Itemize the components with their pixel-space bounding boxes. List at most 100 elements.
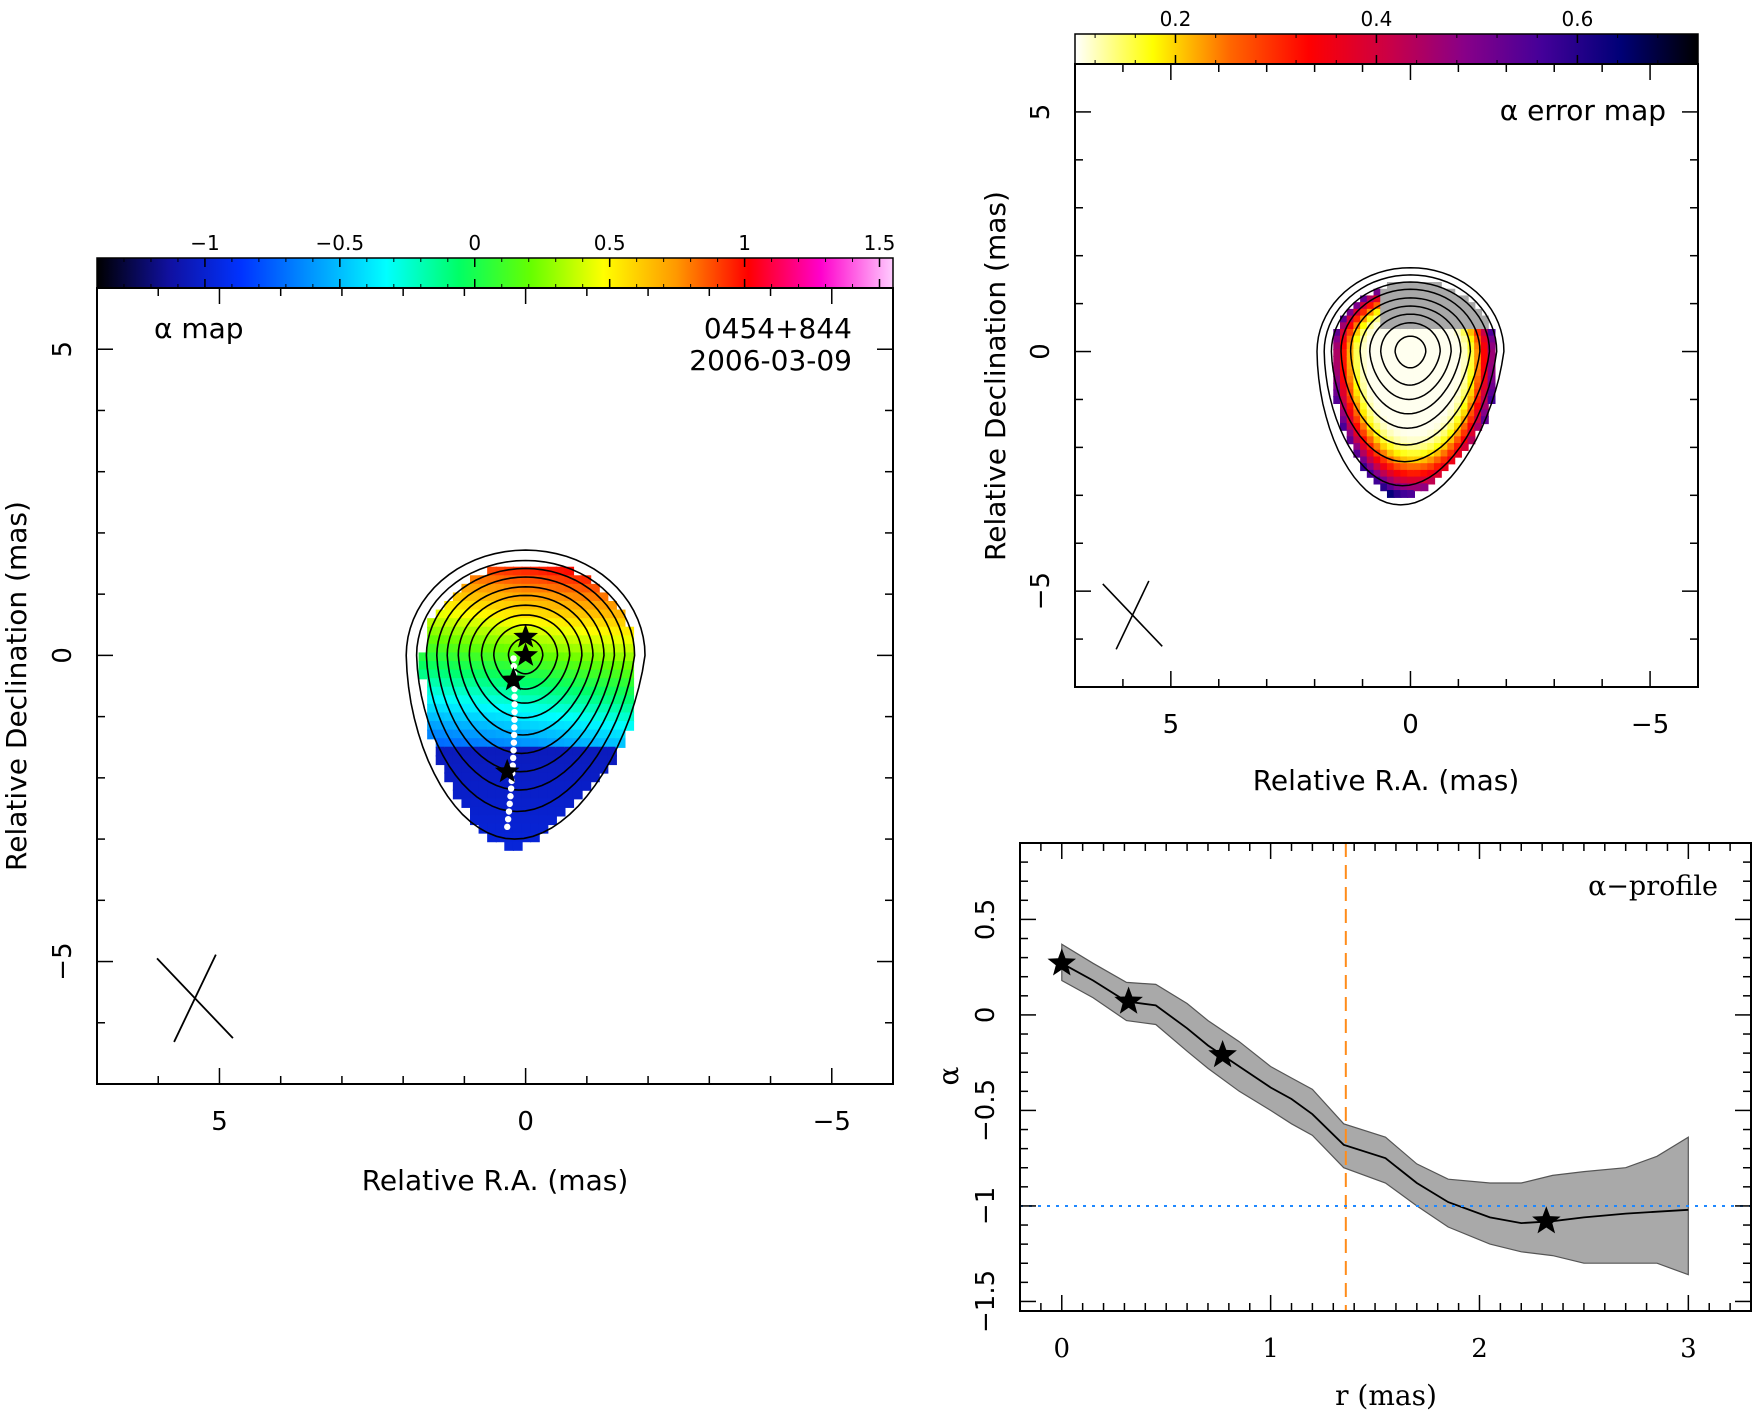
- heatmap-cell: [581, 661, 592, 671]
- heatmap-cell: [1333, 355, 1342, 364]
- heatmap-cell: [1373, 402, 1382, 411]
- heatmap-cell: [1400, 315, 1409, 324]
- heatmap-cell: [590, 635, 600, 646]
- heatmap-cell: [555, 566, 566, 577]
- ridge-point: [507, 785, 515, 792]
- heatmap-cell: [1454, 382, 1462, 391]
- contour-line: [435, 576, 616, 773]
- heatmap-cell: [1487, 396, 1496, 404]
- heatmap-cell: [1433, 463, 1442, 472]
- ridge-point: [509, 762, 516, 769]
- heatmap-cell: [1373, 355, 1382, 364]
- heatmap-cell: [581, 695, 592, 706]
- heatmap-cell: [1427, 429, 1436, 438]
- heatmap-cell: [1427, 375, 1436, 384]
- heatmap-cell: [521, 815, 532, 826]
- heatmap-cell: [624, 721, 635, 731]
- heatmap-cell: [1353, 436, 1362, 445]
- heatmap-cell: [1386, 295, 1395, 304]
- heatmap-cell: [444, 626, 455, 637]
- heatmap-cell: [504, 703, 515, 714]
- heatmap-cell: [1433, 288, 1442, 297]
- heatmap-cell: [427, 678, 437, 688]
- heatmap-cell: [1366, 436, 1375, 445]
- heatmap-cell: [1407, 422, 1415, 431]
- heatmap-cell: [1433, 375, 1442, 384]
- heatmap-cell: [1373, 382, 1382, 391]
- heatmap-cell: [564, 789, 575, 800]
- heatmap-cell: [590, 763, 600, 774]
- heatmap-cell: [487, 763, 497, 774]
- heatmap-cell: [1373, 322, 1382, 331]
- heatmap-cell: [478, 798, 489, 808]
- heatmap-cell: [512, 643, 523, 654]
- heatmap-cell: [1433, 436, 1442, 445]
- heatmap-cell: [1440, 362, 1449, 371]
- heatmap-cell: [1386, 302, 1395, 311]
- heatmap-cell: [1373, 335, 1382, 344]
- heatmap-cell: [470, 806, 480, 817]
- heatmap-cell: [615, 678, 626, 688]
- heatmap-cell: [572, 763, 583, 774]
- heatmap-cell: [572, 781, 583, 791]
- heatmap-cell: [547, 635, 557, 646]
- heatmap-cell: [470, 686, 480, 697]
- heatmap-cell: [435, 712, 446, 723]
- heatmap-cell: [1447, 436, 1456, 445]
- heatmap-cell: [555, 763, 566, 774]
- heatmap-cell: [1393, 335, 1402, 344]
- heatmap-cell: [1460, 335, 1469, 344]
- heatmap-cell: [1360, 362, 1369, 371]
- heatmap-cell: [581, 738, 592, 748]
- heatmap-cell: [1360, 449, 1369, 458]
- heatmap-cell: [444, 712, 455, 723]
- heatmap-cell: [1407, 476, 1415, 485]
- heatmap-cell: [547, 729, 557, 740]
- contour-line: [1359, 305, 1462, 415]
- heatmap-cell: [1373, 449, 1382, 458]
- heatmap-cell: [461, 755, 472, 766]
- heatmap-cell: [1407, 443, 1415, 451]
- heatmap-cell: [487, 806, 497, 817]
- heatmap-cell: [538, 755, 549, 766]
- heatmap-cell: [1386, 409, 1395, 418]
- heatmap-cell: [1386, 355, 1395, 364]
- heatmap-cell: [615, 661, 626, 671]
- heatmap-cell: [1373, 476, 1382, 485]
- heatmap-cell: [1339, 409, 1348, 418]
- heatmap-cell: [590, 729, 600, 740]
- heatmap-cell: [572, 583, 583, 594]
- heatmap-cell: [1333, 362, 1342, 371]
- heatmap-cell: [1413, 429, 1422, 438]
- heatmap-cell: [564, 661, 575, 671]
- heatmap-cell: [444, 738, 455, 748]
- heatmap-cell: [495, 746, 506, 757]
- heatmap-cell: [530, 643, 540, 654]
- heatmap-cell: [444, 721, 455, 731]
- ridge-point: [510, 739, 518, 746]
- heatmap-cell: [1420, 463, 1429, 472]
- heatmap-cell: [427, 661, 437, 671]
- heatmap-cell: [470, 729, 480, 740]
- heatmap-cell: [487, 721, 497, 731]
- alpha-error-axis-ticks: 5 0 −5 5 0 −5: [1026, 63, 1699, 740]
- heatmap-cell: [1373, 396, 1382, 404]
- heatmap-cell: [1393, 463, 1402, 472]
- heatmap-cell: [1393, 436, 1402, 445]
- heatmap-cell: [572, 626, 583, 637]
- heatmap-cell: [1454, 449, 1462, 458]
- alpha-error-map-panel: 0.2 0.4 0.6 5 0 −5 5 0 −5 α error map Relative …: [979, 7, 1699, 797]
- heatmap-cell: [547, 746, 557, 757]
- heatmap-cell: [1433, 409, 1442, 418]
- heatmap-cell: [504, 566, 515, 577]
- heatmap-cell: [1454, 402, 1462, 411]
- heatmap-cell: [470, 695, 480, 706]
- heatmap-cell: [478, 823, 489, 834]
- heatmap-cell: [581, 609, 592, 620]
- heatmap-cell: [598, 729, 609, 740]
- star-marker: [501, 666, 526, 691]
- heatmap-cell: [1393, 469, 1402, 478]
- heatmap-cell: [1474, 416, 1483, 425]
- heatmap-cell: [487, 712, 497, 723]
- heatmap-cell: [530, 763, 540, 774]
